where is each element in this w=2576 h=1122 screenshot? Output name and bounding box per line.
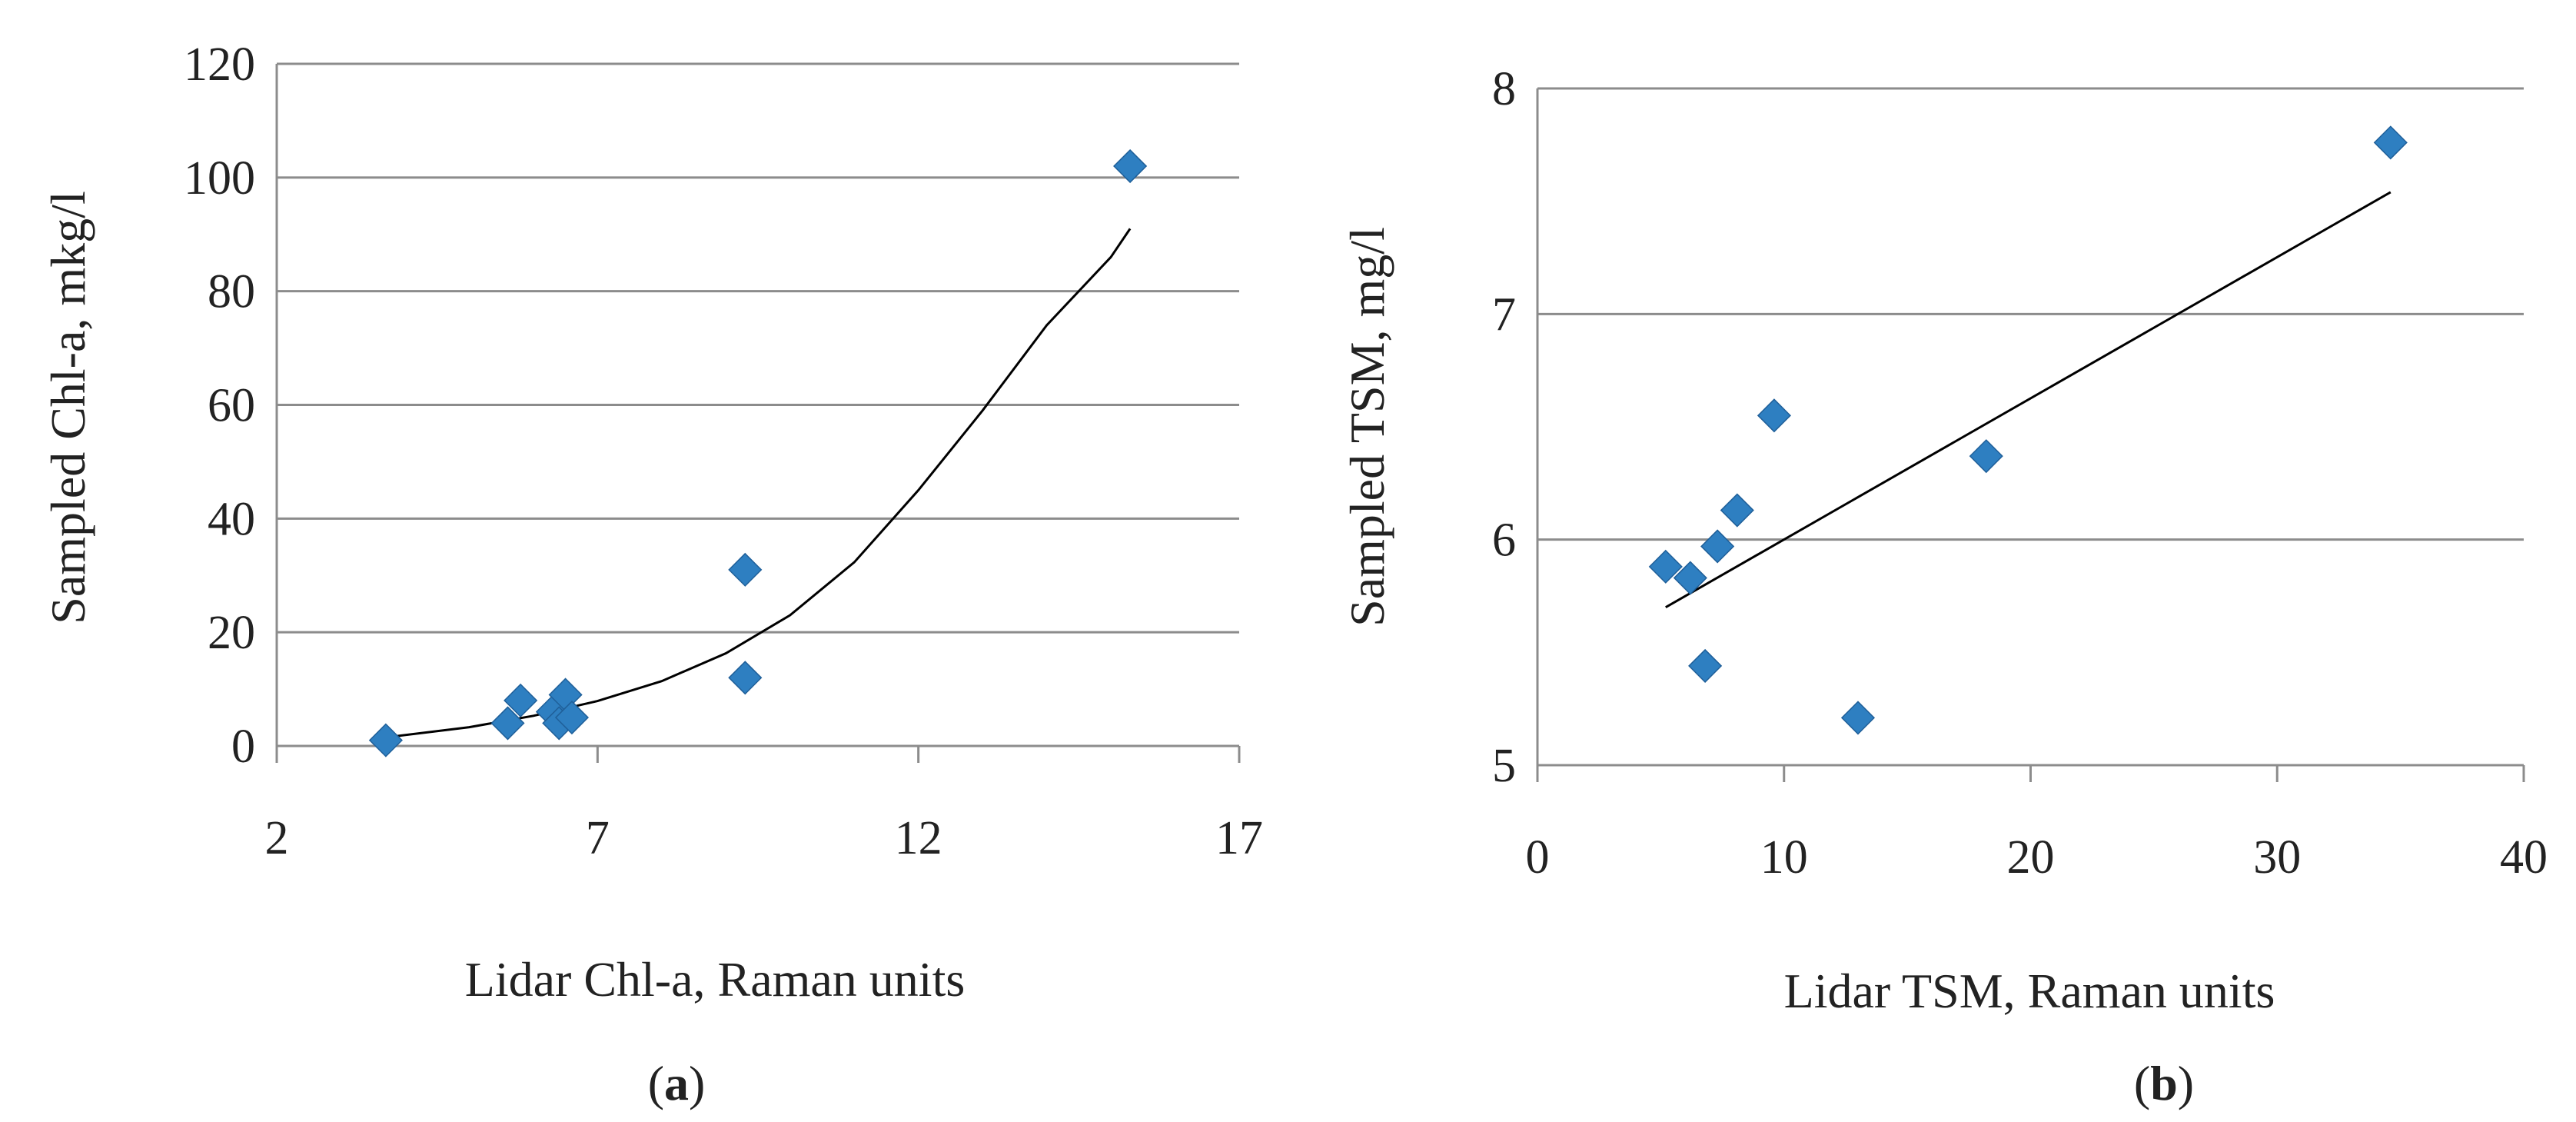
- chart-b-trendline-path: [1665, 191, 2392, 609]
- chart-b-y-axis-label: Sampled TSM, mg/l: [1340, 227, 1394, 627]
- chart-b-points: [1648, 125, 2408, 735]
- chart-b-data-point: [1840, 701, 1876, 735]
- chart-b-data-point: [1688, 648, 1723, 683]
- chart-b-data-point: [1700, 529, 1735, 564]
- chart-b-gridlines: [1537, 87, 2524, 541]
- chart-a-axes: [275, 64, 1241, 763]
- chart-a-data-point: [728, 552, 763, 587]
- chart-b-data-point: [1757, 398, 1791, 433]
- chart-b-data-point: [1648, 549, 1683, 584]
- chart-a-y-tick-label: 40: [208, 493, 255, 545]
- chart-a-y-tick-label: 60: [208, 380, 255, 432]
- chart-a-data-point: [728, 661, 763, 695]
- chart-a-data-point: [1113, 148, 1148, 184]
- chart-a-x-axis-label: Lidar Chl-a, Raman units: [465, 952, 966, 1007]
- chart-b-x-tick-label: 0: [1526, 831, 1550, 884]
- chart-a-data-point: [504, 683, 538, 717]
- chart-a-x-tick-label: 12: [895, 812, 942, 864]
- chart-b-x-tick-label: 10: [1760, 831, 1808, 884]
- chart-b: 5 6 7 8 0 10 20 30 40 Lidar TSM, Raman units Sam…: [1340, 63, 2548, 1110]
- chart-a-y-tick-label: 100: [184, 152, 255, 205]
- chart-b-data-point: [1720, 493, 1754, 528]
- chart-a-data-point: [490, 706, 525, 741]
- chart-a-x-tick-label: 7: [586, 812, 610, 864]
- chart-a-trendline: [385, 228, 1132, 739]
- chart-b-x-axis-label: Lidar TSM, Raman units: [1784, 964, 2275, 1018]
- chart-a-gridlines: [277, 62, 1239, 634]
- chart-a-panel-label: (a): [648, 1056, 706, 1110]
- chart-a-data-point: [554, 700, 590, 735]
- chart-a: 0 20 40 60 80 100 120 2 7 12 17 Lidar Chl-a, Raman…: [41, 38, 1263, 1110]
- chart-a-tick-labels: 0 20 40 60 80 100 120 2 7 12 17: [184, 38, 1263, 864]
- chart-a-x-tick-label: 2: [265, 812, 289, 864]
- chart-a-y-axis-label: Sampled Chl-a, mkg/l: [41, 191, 95, 624]
- chart-b-y-tick-label: 8: [1492, 63, 1516, 115]
- chart-b-data-point: [1969, 439, 2003, 474]
- chart-a-trendline-path: [385, 228, 1132, 739]
- chart-a-y-tick-label: 80: [208, 266, 255, 318]
- chart-b-data-point: [1673, 561, 1707, 595]
- chart-b-x-tick-label: 30: [2253, 831, 2301, 884]
- chart-b-panel-label: (b): [2134, 1056, 2194, 1110]
- chart-b-x-tick-label: 40: [2500, 831, 2548, 884]
- chart-a-y-tick-label: 120: [184, 38, 255, 91]
- chart-b-y-tick-label: 5: [1492, 740, 1516, 792]
- chart-b-tick-labels: 5 6 7 8 0 10 20 30 40: [1492, 63, 2548, 884]
- chart-b-data-point: [2373, 125, 2408, 160]
- chart-a-y-tick-label: 20: [208, 607, 255, 659]
- chart-b-x-tick-label: 20: [2007, 831, 2055, 884]
- chart-b-axes: [1536, 88, 2525, 782]
- chart-b-trendline: [1665, 191, 2392, 609]
- chart-a-x-tick-label: 17: [1215, 812, 1263, 864]
- chart-a-y-tick-label: 0: [231, 721, 255, 773]
- chart-a-data-point: [368, 723, 403, 757]
- chart-b-y-tick-label: 7: [1492, 288, 1516, 341]
- chart-b-y-tick-label: 6: [1492, 514, 1516, 567]
- chart-a-points: [368, 148, 1148, 757]
